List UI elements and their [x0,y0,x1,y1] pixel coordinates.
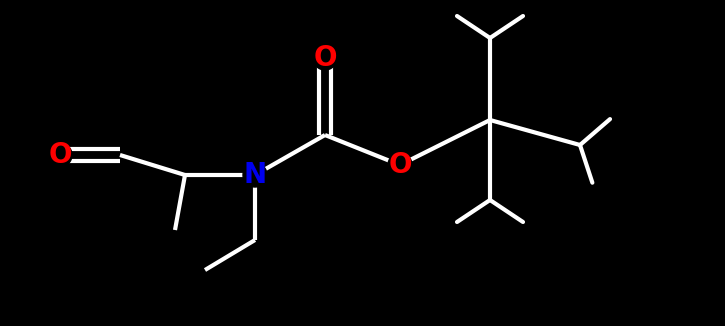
Text: N: N [244,161,267,189]
Text: O: O [313,44,336,72]
Circle shape [313,46,337,70]
Text: O: O [389,151,412,179]
Circle shape [243,163,267,187]
Text: O: O [49,141,72,169]
Circle shape [48,143,72,167]
Circle shape [388,153,412,177]
